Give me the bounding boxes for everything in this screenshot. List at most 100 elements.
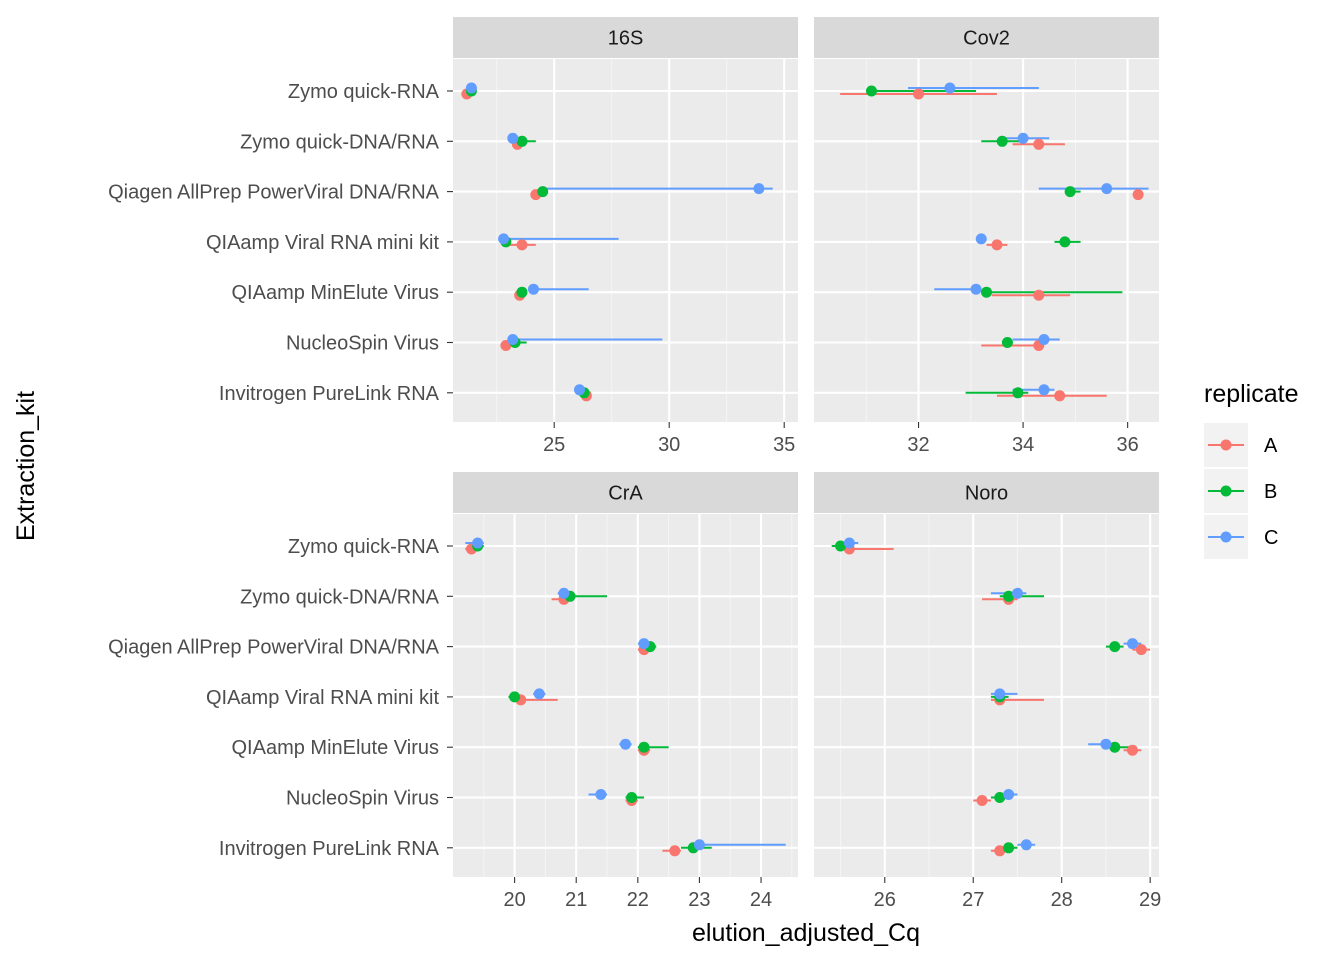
y-tick-label: QIAamp MinElute Virus	[232, 737, 440, 759]
legend-key-point	[1220, 439, 1232, 451]
data-point-B	[866, 85, 877, 97]
facet-strip	[814, 17, 1159, 58]
data-point-C	[1101, 183, 1113, 195]
x-tick-label: 36	[1117, 434, 1139, 456]
y-tick-label: Zymo quick-DNA/RNA	[240, 586, 440, 608]
data-point-A	[994, 845, 1006, 857]
data-point-A	[1135, 644, 1147, 656]
x-tick-label: 25	[543, 434, 565, 456]
y-tick-label: Qiagen AllPrep PowerViral DNA/RNA	[108, 637, 440, 659]
data-point-C	[533, 688, 545, 700]
data-point-B	[835, 540, 847, 552]
data-point-C	[472, 537, 484, 549]
data-point-C	[1011, 587, 1023, 599]
data-point-C	[1020, 839, 1032, 851]
y-tick-label: Zymo quick-DNA/RNA	[240, 131, 440, 153]
y-tick-label: QIAamp Viral RNA mini kit	[206, 687, 439, 709]
data-point-C	[574, 384, 585, 396]
x-tick-label: 27	[962, 889, 984, 911]
x-tick-label: 21	[565, 889, 587, 911]
facet-strip	[453, 17, 798, 58]
data-point-B	[1001, 337, 1013, 348]
data-point-C	[465, 82, 477, 94]
data-point-A	[976, 795, 988, 806]
x-tick-label: 24	[750, 889, 772, 911]
y-tick-label: QIAamp Viral RNA mini kit	[206, 232, 439, 254]
data-point-B	[537, 186, 549, 198]
data-point-B	[638, 741, 650, 753]
facet-cra: CrA 20 21 22 23 24 Zymo quick-RNA Zymo quick-DN…	[108, 472, 798, 911]
data-point-C	[1038, 384, 1050, 396]
legend-label: A	[1264, 435, 1278, 457]
data-point-B	[981, 286, 992, 298]
legend-title: replicate	[1204, 380, 1299, 408]
data-point-B	[1064, 186, 1076, 198]
data-point-C	[1100, 738, 1112, 750]
data-point-C	[1003, 789, 1015, 800]
data-point-C	[753, 183, 765, 195]
y-tick-label: NucleoSpin Virus	[286, 333, 439, 355]
facet-strip-title: Noro	[965, 483, 1008, 505]
y-tick-label: Qiagen AllPrep PowerViral DNA/RNA	[108, 182, 440, 204]
x-tick-label: 26	[874, 889, 896, 911]
legend: replicate A B C	[1204, 380, 1299, 559]
data-point-B	[1012, 387, 1024, 399]
facet-strip	[814, 472, 1159, 513]
data-point-B	[516, 135, 528, 147]
data-point-C	[507, 132, 519, 144]
data-point-A	[1132, 189, 1144, 201]
y-tick-label: Invitrogen PureLink RNA	[219, 838, 440, 860]
data-point-A	[1126, 744, 1138, 756]
data-point-A	[1033, 289, 1045, 301]
data-point-B	[996, 135, 1008, 147]
legend-label: C	[1264, 527, 1278, 549]
data-point-C	[1017, 132, 1029, 144]
x-tick-label: 34	[1012, 434, 1034, 456]
x-tick-label: 22	[627, 889, 649, 911]
data-point-C	[507, 334, 519, 345]
legend-key-point	[1220, 531, 1232, 543]
data-point-C	[528, 283, 539, 295]
data-point-A	[516, 239, 528, 251]
data-point-B	[509, 691, 521, 703]
y-tick-label: Zymo quick-RNA	[288, 81, 440, 103]
data-point-A	[913, 88, 925, 100]
data-point-B	[1003, 842, 1015, 854]
y-tick-label: NucleoSpin Virus	[286, 788, 439, 810]
facet-strip-title: Cov2	[963, 28, 1010, 50]
data-point-C	[498, 233, 510, 245]
y-tick-label: QIAamp MinElute Virus	[232, 282, 440, 304]
x-tick-label: 35	[773, 434, 795, 456]
data-point-C	[975, 233, 987, 245]
y-axis-title: Extraction_kit	[12, 391, 40, 541]
x-tick-label: 20	[503, 889, 525, 911]
data-point-B	[626, 792, 638, 803]
data-point-B	[1109, 641, 1121, 653]
data-point-C	[595, 789, 607, 800]
data-point-C	[843, 537, 855, 549]
data-point-C	[693, 839, 705, 851]
data-point-B	[1059, 236, 1071, 248]
data-point-A	[1033, 138, 1045, 150]
data-point-A	[669, 845, 681, 857]
y-tick-label: Zymo quick-RNA	[288, 536, 440, 558]
data-point-B	[516, 286, 528, 298]
data-point-C	[1126, 638, 1138, 650]
facet-noro: Noro 26 27 28 29	[814, 472, 1161, 911]
x-tick-label: 32	[907, 434, 929, 456]
data-point-C	[1038, 334, 1050, 345]
data-point-B	[1109, 741, 1121, 753]
x-tick-label: 28	[1051, 889, 1073, 911]
data-point-C	[558, 587, 570, 599]
facet-16s: 16S 25 30 35 Zymo quick-RNA Zymo quick-DNA/RN…	[108, 17, 798, 456]
data-point-A	[991, 239, 1003, 251]
data-point-B	[994, 792, 1006, 803]
facet-strip	[453, 472, 798, 513]
legend-label: B	[1264, 481, 1277, 503]
data-point-C	[638, 638, 650, 650]
data-point-C	[620, 738, 631, 750]
x-tick-label: 23	[688, 889, 710, 911]
facet-strip-title: 16S	[608, 28, 644, 50]
x-axis-title: elution_adjusted_Cq	[692, 919, 920, 947]
